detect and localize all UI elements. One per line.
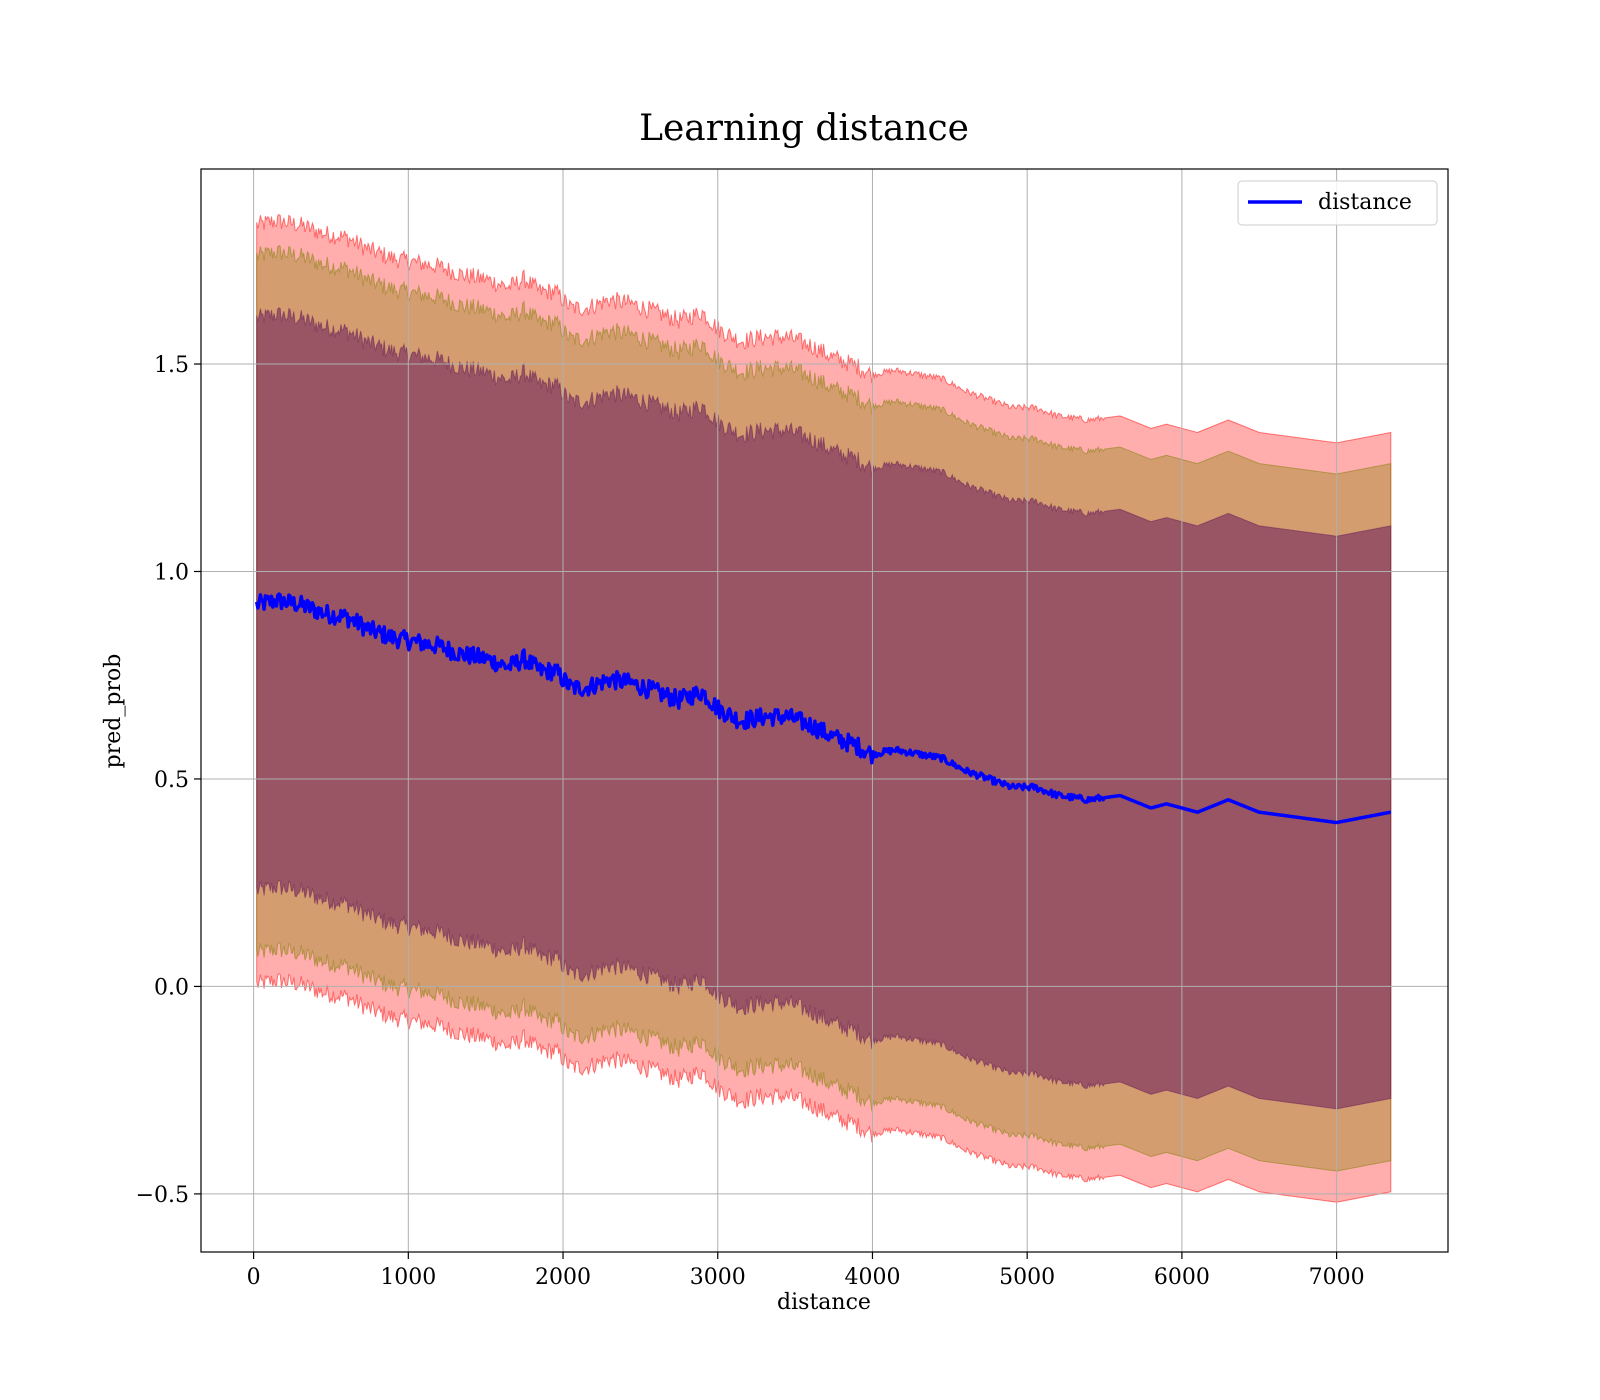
x-tick-label-2: 2000 <box>535 1265 591 1290</box>
series-lines <box>254 592 1393 825</box>
chart-title: Learning distance <box>639 108 969 149</box>
x-tick-label-5: 5000 <box>999 1265 1055 1290</box>
y-tick-label-1: 0.0 <box>154 975 189 1000</box>
confidence-bands <box>256 213 1392 1203</box>
y-axis-label: pred_prob <box>101 654 126 769</box>
x-tick-label-1: 1000 <box>380 1265 436 1290</box>
legend-box <box>1237 180 1438 226</box>
legend: distance <box>1237 180 1438 226</box>
y-tick-label-2: 0.5 <box>154 768 189 793</box>
y-tick-label-4: 1.5 <box>154 353 189 378</box>
y-axis-ticks: −0.5 0.0 0.5 1.0 1.5 <box>136 353 201 1208</box>
x-axis-label: distance <box>777 1290 871 1315</box>
y-tick-label-0: −0.5 <box>136 1183 189 1208</box>
legend-label: distance <box>1318 190 1412 215</box>
series-line-distance <box>254 592 1393 825</box>
x-tick-label-6: 6000 <box>1154 1265 1210 1290</box>
band-2 <box>256 307 1392 1110</box>
x-tick-label-4: 4000 <box>844 1265 900 1290</box>
plot-frame <box>200 168 1449 1253</box>
y-tick-label-3: 1.0 <box>154 560 189 585</box>
x-tick-label-7: 7000 <box>1309 1265 1365 1290</box>
x-axis-ticks: 0 1000 2000 3000 4000 5000 6000 7000 <box>247 1252 1365 1290</box>
x-tick-label-3: 3000 <box>690 1265 746 1290</box>
x-tick-label-0: 0 <box>247 1265 261 1290</box>
